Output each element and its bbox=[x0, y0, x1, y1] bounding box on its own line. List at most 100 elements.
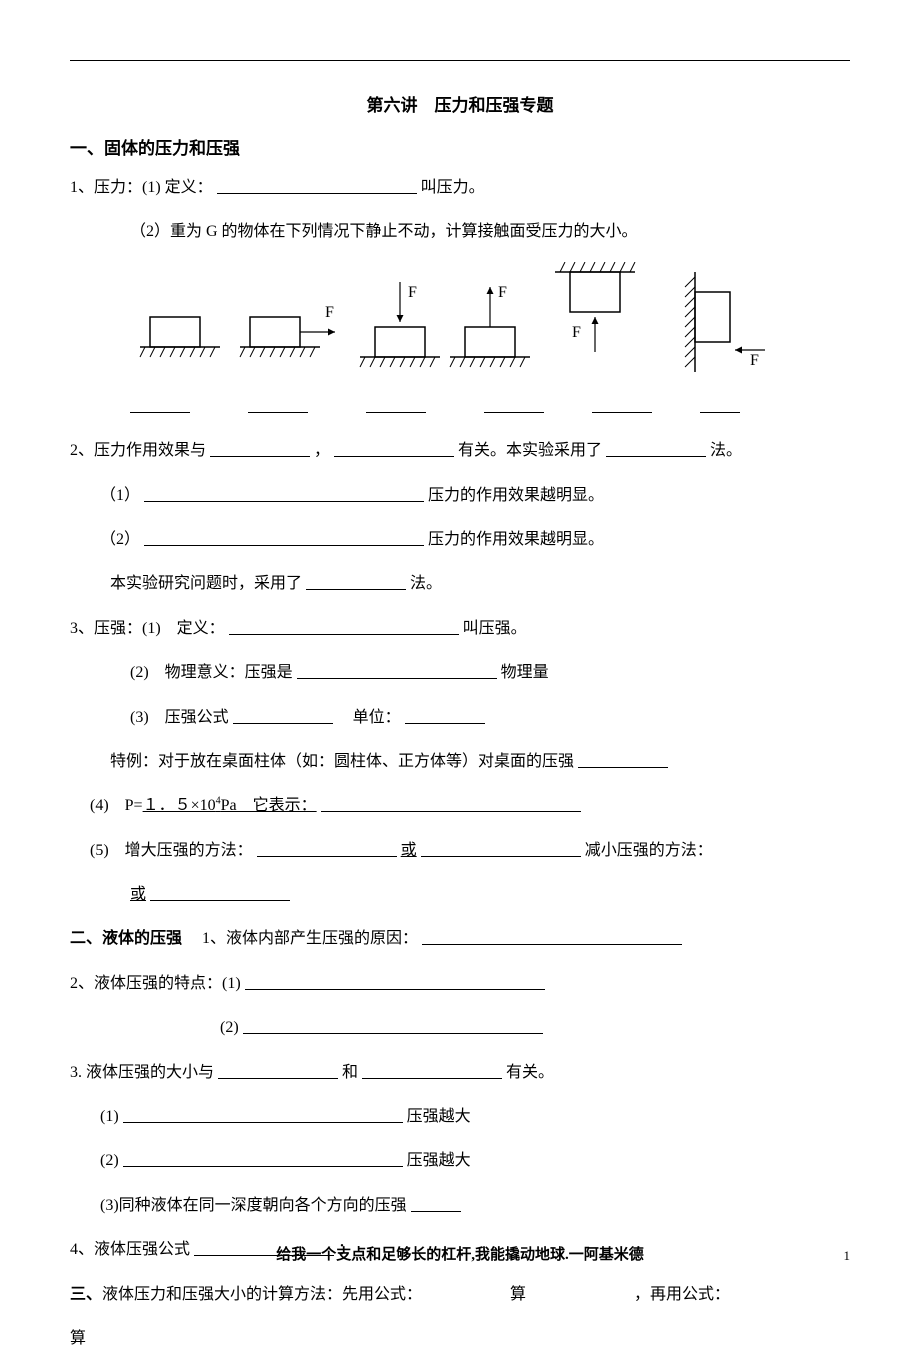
text: (2) bbox=[100, 1152, 119, 1169]
text: 压力的作用效果越明显。 bbox=[428, 487, 604, 504]
text: 单位： bbox=[337, 709, 401, 726]
line-3-5: (4) P=１．５×104Pa 它表示： bbox=[70, 791, 850, 821]
blank bbox=[362, 1062, 502, 1079]
line-3: 3、压强：(1) 定义： 叫压强。 bbox=[70, 614, 850, 644]
text: 三、 bbox=[70, 1286, 102, 1303]
page: 第六讲 压力和压强专题 一、固体的压力和压强 1、压力：(1) 定义： 叫压力。… bbox=[0, 0, 920, 1302]
blank bbox=[229, 618, 459, 635]
text: (4) P= bbox=[90, 797, 143, 814]
blank bbox=[210, 440, 310, 457]
line-1-1: 1、压力：(1) 定义： 叫压力。 bbox=[70, 173, 850, 203]
blank bbox=[592, 396, 652, 413]
line-s2-5: (2) 压强越大 bbox=[70, 1146, 850, 1176]
section-3: 三、液体压力和压强大小的计算方法：先用公式： 算 ，再用公式： bbox=[70, 1280, 850, 1310]
text: 本实验研究问题时，采用了 bbox=[110, 575, 302, 592]
text: 二、液体的压强 bbox=[70, 930, 182, 947]
blank bbox=[257, 840, 397, 857]
line-3-6: (5) 增大压强的方法： 或 减小压强的方法： bbox=[70, 836, 850, 866]
line-s2-2: (2) bbox=[70, 1013, 850, 1043]
footer-quote: 给我一个支点和足够长的杠杆,我能撬动地球.一阿基米德 bbox=[0, 1243, 920, 1264]
text: 算 bbox=[510, 1286, 526, 1303]
blank bbox=[411, 1195, 461, 1212]
text: 法。 bbox=[410, 575, 442, 592]
blank bbox=[144, 529, 424, 546]
text: 特例：对于放在桌面柱体（如：圆柱体、正方体等）对桌面的压强 bbox=[110, 753, 574, 770]
text: 1、液体内部产生压强的原因： bbox=[186, 930, 418, 947]
text: 1、压力：(1) 定义： bbox=[70, 179, 213, 196]
text: 物理量 bbox=[501, 664, 549, 681]
F-label: F bbox=[325, 304, 334, 321]
blank bbox=[217, 177, 417, 194]
line-2-1: （1） 压力的作用效果越明显。 bbox=[70, 481, 850, 511]
text: 减小压强的方法： bbox=[585, 842, 713, 859]
F-label: F bbox=[498, 284, 507, 301]
blank bbox=[144, 485, 424, 502]
line-s2-6: (3)同种液体在同一深度朝向各个方向的压强 bbox=[70, 1191, 850, 1221]
line-1-2: （2）重为 G 的物体在下列情况下静止不动，计算接触面受压力的大小。 bbox=[70, 217, 850, 247]
blank bbox=[366, 396, 426, 413]
section-2-head: 二、液体的压强 1、液体内部产生压强的原因： bbox=[70, 924, 850, 954]
blank bbox=[334, 440, 454, 457]
text: 法。 bbox=[710, 442, 742, 459]
blank bbox=[422, 928, 682, 945]
blank bbox=[130, 396, 190, 413]
text: (3) 压强公式 bbox=[130, 709, 229, 726]
text: 叫压强。 bbox=[463, 620, 527, 637]
line-3-2: (2) 物理意义：压强是 物理量 bbox=[70, 658, 850, 688]
text: (5) 增大压强的方法： bbox=[90, 842, 253, 859]
text: 3、压强：(1) 定义： bbox=[70, 620, 225, 637]
text: ， bbox=[314, 442, 330, 459]
text: 有关。 bbox=[506, 1064, 554, 1081]
text: 液体压力和压强大小的计算方法：先用公式： bbox=[102, 1286, 422, 1303]
line-3-4: 特例：对于放在桌面柱体（如：圆柱体、正方体等）对桌面的压强 bbox=[70, 747, 850, 777]
text: 压强越大 bbox=[407, 1108, 471, 1125]
line-2: 2、压力作用效果与 ， 有关。本实验采用了 法。 bbox=[70, 436, 850, 466]
blank bbox=[484, 396, 544, 413]
text: (2) 物理意义：压强是 bbox=[130, 664, 293, 681]
text: 压力的作用效果越明显。 bbox=[428, 531, 604, 548]
text: 2、压力作用效果与 bbox=[70, 442, 206, 459]
text: (2) bbox=[220, 1019, 239, 1036]
line-3-3: (3) 压强公式 单位： bbox=[70, 703, 850, 733]
F-label: F bbox=[572, 324, 581, 341]
blank bbox=[245, 973, 545, 990]
blank bbox=[123, 1106, 403, 1123]
blank bbox=[321, 795, 581, 812]
diagram-blanks bbox=[130, 392, 850, 422]
blank bbox=[306, 573, 406, 590]
blank bbox=[606, 440, 706, 457]
line-s2-3: 3. 液体压强的大小与 和 有关。 bbox=[70, 1058, 850, 1088]
text: ，再用公式： bbox=[634, 1286, 730, 1303]
blank bbox=[218, 1062, 338, 1079]
blank bbox=[123, 1150, 403, 1167]
section-1-head: 一、固体的压力和压强 bbox=[70, 134, 850, 159]
text: (3)同种液体在同一深度朝向各个方向的压强 bbox=[100, 1197, 407, 1214]
blank bbox=[700, 396, 740, 413]
text: （1） bbox=[100, 487, 140, 504]
text: 叫压力。 bbox=[421, 179, 485, 196]
text: （2） bbox=[100, 531, 140, 548]
text: 或 bbox=[130, 886, 146, 903]
F-label: F bbox=[408, 284, 417, 301]
doc-title: 第六讲 压力和压强专题 bbox=[70, 91, 850, 116]
top-rule bbox=[70, 60, 850, 61]
blank bbox=[243, 1017, 543, 1034]
blank bbox=[578, 751, 668, 768]
line-s2-1: 2、液体压强的特点：(1) bbox=[70, 969, 850, 999]
line-2-3: 本实验研究问题时，采用了 法。 bbox=[70, 569, 850, 599]
text: １．５×10 bbox=[143, 797, 216, 814]
blank bbox=[150, 884, 290, 901]
text: 压强越大 bbox=[407, 1152, 471, 1169]
text: Pa 它表示： bbox=[221, 797, 317, 814]
blank bbox=[233, 707, 333, 724]
text: 有关。本实验采用了 bbox=[458, 442, 602, 459]
pressure-diagram: F F bbox=[130, 262, 770, 382]
line-s2-4: (1) 压强越大 bbox=[70, 1102, 850, 1132]
blank bbox=[297, 662, 497, 679]
line-2-2: （2） 压力的作用效果越明显。 bbox=[70, 525, 850, 555]
page-number: 1 bbox=[844, 1248, 851, 1264]
line-3-7: 或 bbox=[70, 880, 850, 910]
text: 3. 液体压强的大小与 bbox=[70, 1064, 214, 1081]
text: (1) bbox=[100, 1108, 119, 1125]
blank bbox=[421, 840, 581, 857]
